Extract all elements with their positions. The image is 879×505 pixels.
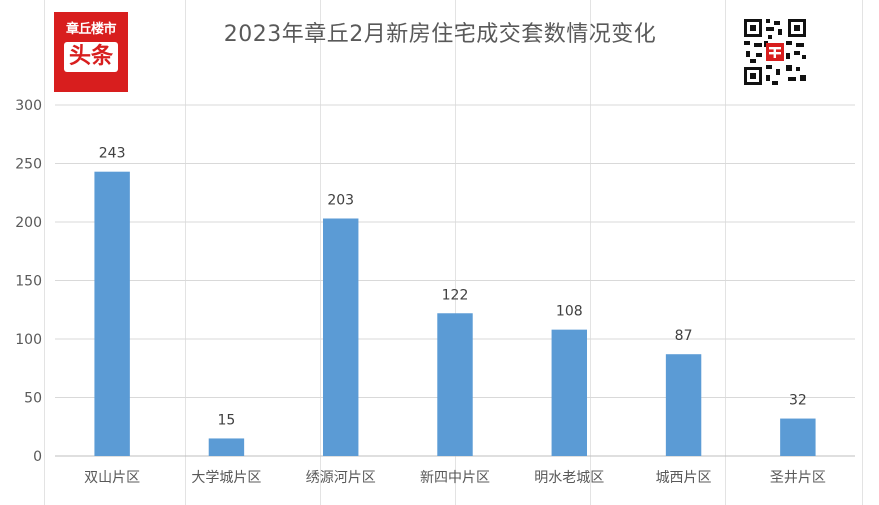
x-tick-label: 城西片区 <box>656 470 712 486</box>
y-tick-label: 0 <box>33 449 42 465</box>
qr-code-icon <box>742 17 808 87</box>
logo-line-1: 章丘楼市 <box>65 22 117 37</box>
sheet-gridline <box>725 0 726 505</box>
sheet-gridline <box>455 0 456 505</box>
y-tick-label: 50 <box>24 391 42 407</box>
x-tick-label: 大学城片区 <box>191 470 261 486</box>
bar <box>323 218 359 456</box>
sheet-gridline <box>44 0 45 505</box>
y-tick-label: 150 <box>15 274 42 290</box>
y-tick-label: 250 <box>15 157 42 173</box>
sheet-gridline <box>862 0 863 505</box>
x-tick-label: 圣井片区 <box>770 470 826 486</box>
bar <box>208 438 245 456</box>
x-tick-label: 明水老城区 <box>534 470 604 486</box>
x-tick-label: 绣源河片区 <box>306 470 376 486</box>
data-label: 15 <box>218 412 236 428</box>
data-label: 243 <box>99 146 126 162</box>
x-tick-label: 双山片区 <box>84 470 140 486</box>
data-label: 203 <box>327 192 354 208</box>
y-tick-label: 300 <box>15 98 42 114</box>
data-label: 32 <box>789 393 807 409</box>
bar <box>665 354 702 456</box>
data-label: 122 <box>442 287 469 303</box>
brand-logo: 章丘楼市 头条 <box>54 12 128 92</box>
y-tick-label: 200 <box>15 215 42 231</box>
bar <box>437 313 473 456</box>
bar <box>780 418 816 456</box>
y-tick-label: 100 <box>15 332 42 348</box>
bar <box>551 329 587 456</box>
x-tick-label: 新四中片区 <box>420 470 490 486</box>
logo-line-2: 头条 <box>63 42 118 72</box>
chart-title: 2023年章丘2月新房住宅成交套数情况变化 <box>223 22 657 47</box>
data-label: 87 <box>675 328 693 344</box>
sheet-gridline <box>320 0 321 505</box>
bar <box>94 171 130 456</box>
sheet-gridline <box>590 0 591 505</box>
data-label: 108 <box>556 304 583 320</box>
sheet-gridline <box>185 0 186 505</box>
